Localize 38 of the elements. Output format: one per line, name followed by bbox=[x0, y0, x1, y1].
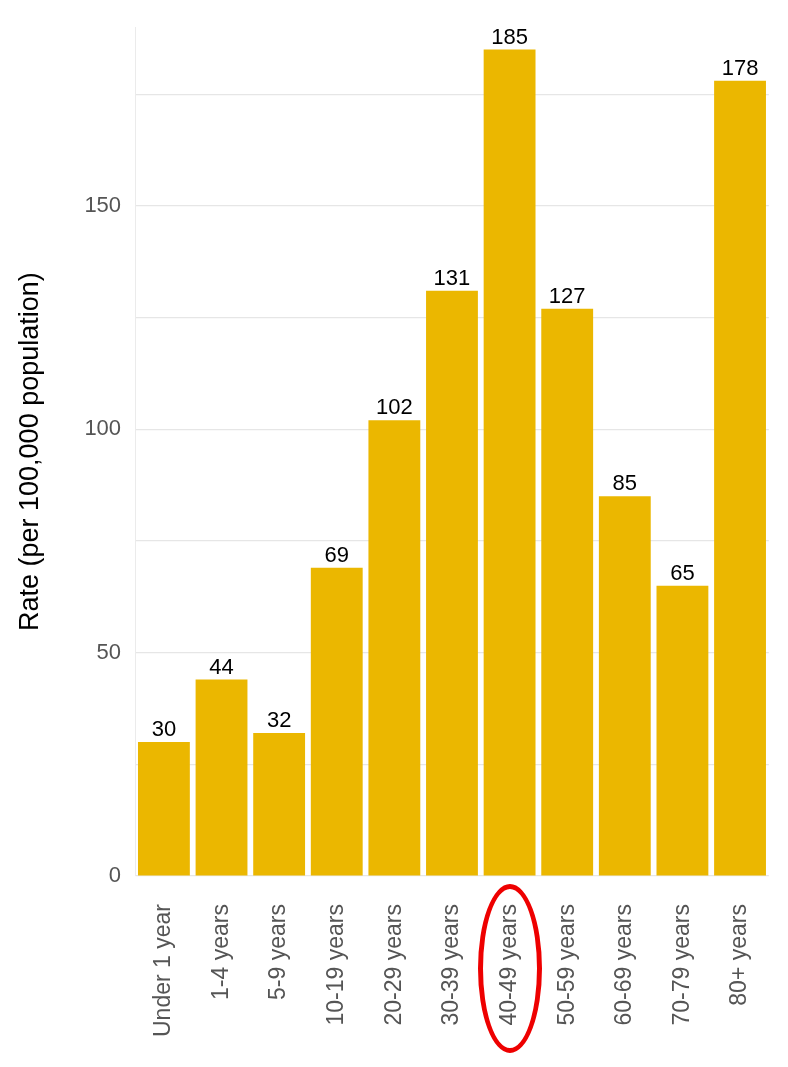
x-tick-label: 20-29 years bbox=[379, 904, 406, 1026]
x-tick-label: 60-69 years bbox=[610, 904, 637, 1026]
bar bbox=[541, 308, 594, 876]
data-label: 32 bbox=[266, 707, 292, 733]
data-label: 178 bbox=[721, 54, 759, 80]
data-label: 185 bbox=[491, 23, 528, 49]
x-tick-label: 30-39 years bbox=[437, 904, 464, 1026]
data-label: 131 bbox=[433, 264, 471, 290]
x-tick-label: 10-19 years bbox=[322, 904, 349, 1026]
data-label: 127 bbox=[548, 282, 586, 308]
data-label: 102 bbox=[376, 394, 413, 420]
x-tick-label: Under 1 year bbox=[149, 903, 176, 1038]
bar bbox=[137, 742, 190, 876]
x-tick-label: 5-9 years bbox=[264, 904, 291, 1000]
y-tick-label: 100 bbox=[84, 415, 122, 441]
bar bbox=[195, 679, 248, 876]
bar bbox=[656, 585, 709, 876]
y-tick-label: 50 bbox=[96, 638, 122, 664]
y-tick-label: 150 bbox=[84, 191, 122, 217]
x-tick-label: 70-79 years bbox=[667, 904, 694, 1026]
x-tick-label: 1-4 years bbox=[206, 904, 233, 1000]
x-tick-label: 80+ years bbox=[725, 904, 752, 1006]
bar bbox=[310, 567, 363, 876]
bar bbox=[483, 49, 536, 876]
data-label: 85 bbox=[612, 470, 638, 496]
data-label: 65 bbox=[670, 559, 695, 585]
bar bbox=[368, 420, 421, 876]
bar bbox=[598, 496, 651, 876]
bar bbox=[714, 80, 766, 876]
data-label: 69 bbox=[324, 541, 349, 567]
bar bbox=[253, 733, 306, 876]
data-label: 44 bbox=[209, 653, 234, 679]
y-axis-title: Rate (per 100,000 population) bbox=[13, 272, 44, 631]
x-tick-label: 40-49 years bbox=[494, 904, 521, 1026]
x-tick-label: 50-59 years bbox=[552, 904, 579, 1026]
bar bbox=[426, 290, 478, 876]
data-label: 30 bbox=[151, 716, 177, 742]
y-tick-label: 0 bbox=[108, 862, 122, 888]
